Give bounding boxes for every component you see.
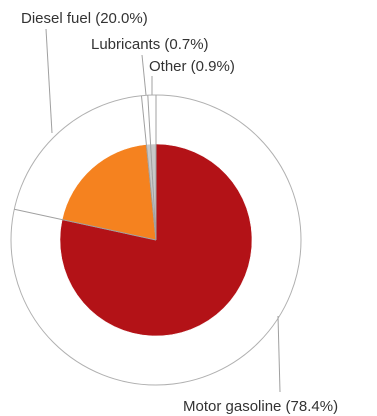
label-lubricants: Lubricants (0.7%) [91, 36, 209, 53]
leader-diesel-fuel [45, 28, 53, 134]
slice-boundary-line [140, 95, 157, 241]
leader-lines [14, 28, 281, 393]
pie-slice-diesel-fuel [61, 144, 157, 241]
leader-motor-gasoline [277, 315, 281, 393]
label-other: Other (0.9%) [149, 58, 235, 75]
leader-lubricants [141, 54, 147, 96]
label-diesel-fuel: Diesel fuel (20.0%) [21, 10, 148, 27]
slice-boundary-line [14, 208, 157, 241]
slice-boundary-line [147, 95, 157, 241]
label-motor-gasoline: Motor gasoline (78.4%) [183, 398, 338, 415]
